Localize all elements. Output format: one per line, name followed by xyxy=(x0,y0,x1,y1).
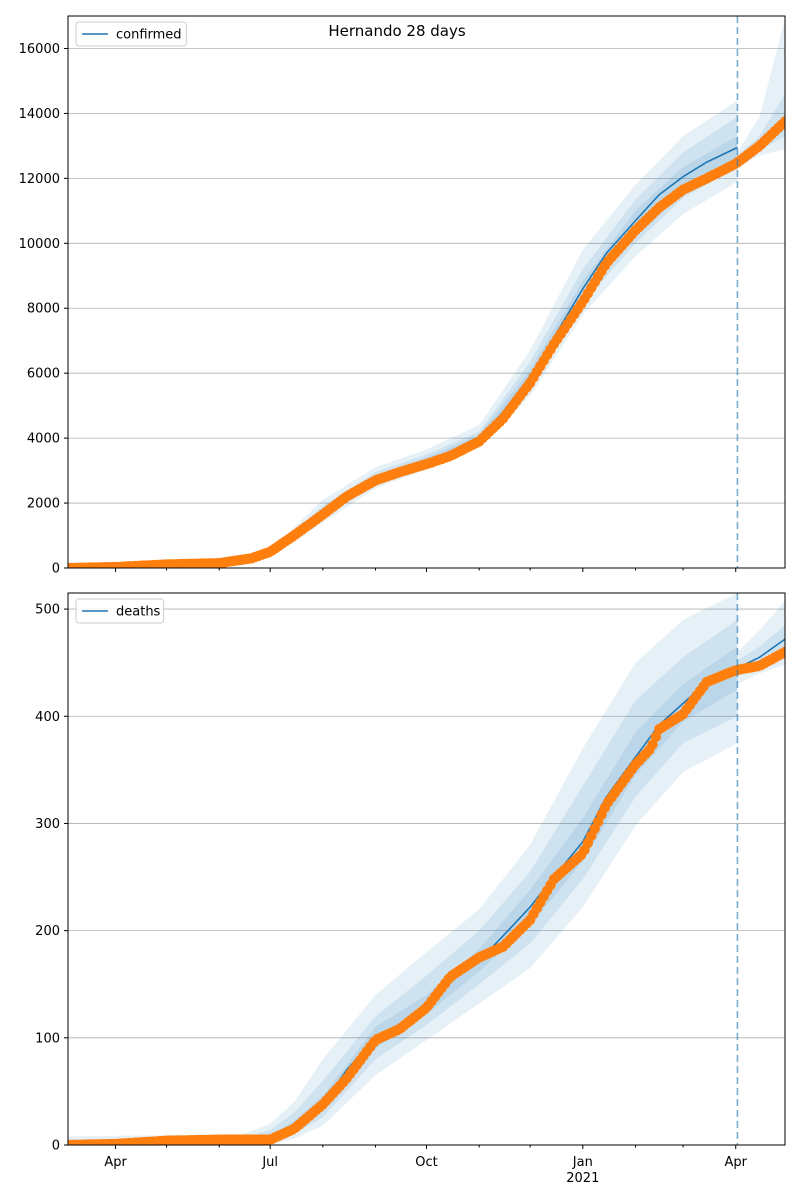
y-tick-label: 200 xyxy=(35,924,60,939)
y-tick-label: 12000 xyxy=(19,172,60,187)
legend-box xyxy=(75,598,165,624)
y-tick-label: 14000 xyxy=(19,107,60,122)
x-tick-label: Oct xyxy=(415,1155,437,1170)
y-tick-label: 500 xyxy=(35,603,60,618)
confidence-band-inner xyxy=(68,136,738,568)
legend: deaths xyxy=(75,598,165,624)
confidence-band-outer xyxy=(68,100,738,568)
x-tick-label: Jul xyxy=(261,1155,278,1170)
y-tick-label: 2000 xyxy=(27,497,60,512)
confirmed-panel: 0 2000 4000 6000 8000 10000 12000 14000 16000 con… xyxy=(19,15,786,577)
y-tick-label: 10000 xyxy=(19,237,60,252)
x-year-label: 2021 xyxy=(566,1171,599,1186)
deaths-panel: 0 100 200 300 400 500 deaths xyxy=(35,592,786,1154)
y-tick-label: 300 xyxy=(35,817,60,832)
legend-box xyxy=(75,21,187,47)
legend: confirmed xyxy=(75,21,187,47)
plot-area xyxy=(68,593,785,1145)
y-tick-label: 0 xyxy=(52,562,60,577)
y-tick-label: 8000 xyxy=(27,302,60,317)
x-axis: Apr Jul Oct Jan Apr 2021 xyxy=(104,1155,747,1186)
observed-points xyxy=(68,646,785,1145)
x-tick-label: Jan xyxy=(572,1155,593,1170)
observed-points xyxy=(68,116,785,568)
x-tick-label: Apr xyxy=(724,1155,747,1170)
observed-point xyxy=(779,116,785,127)
y-tick-label: 400 xyxy=(35,710,60,725)
y-tick-label: 100 xyxy=(35,1031,60,1046)
legend-label: confirmed xyxy=(116,28,182,43)
observed-point xyxy=(779,646,785,658)
chart-title: Hernando 28 days xyxy=(328,22,466,40)
x-tick-label: Apr xyxy=(104,1155,127,1170)
y-tick-label: 4000 xyxy=(27,432,60,447)
y-tick-label: 6000 xyxy=(27,367,60,382)
confidence-band-middle xyxy=(68,619,738,1145)
plot-area xyxy=(68,19,785,568)
y-tick-label: 0 xyxy=(52,1139,60,1154)
y-tick-label: 16000 xyxy=(19,42,60,57)
axes-frame xyxy=(67,15,786,569)
confidence-band-outer xyxy=(68,593,738,1145)
legend-label: deaths xyxy=(116,605,161,620)
observed-point xyxy=(647,739,658,750)
